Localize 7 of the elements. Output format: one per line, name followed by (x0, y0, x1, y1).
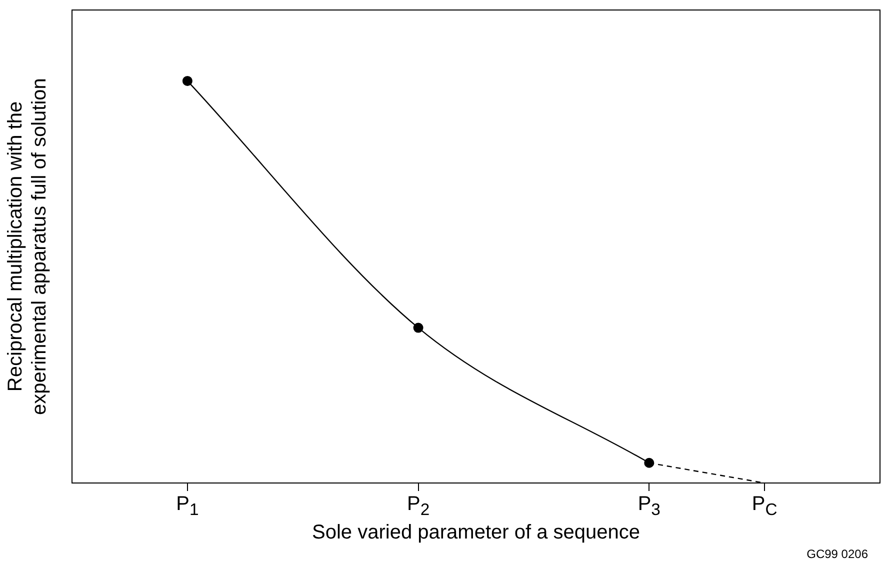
x-tick-label: P$_{1}$ (176, 493, 199, 520)
x-axis-title: Sole varied parameter of a sequence (312, 522, 640, 544)
x-tick-label: P$_{3}$ (638, 493, 660, 520)
x-tick-label: P$_{2}$ (406, 493, 430, 520)
y-axis-title: Reciprocal multiplication with the experimental apparatus full of solution (4, 78, 51, 415)
x-tick-label: P$_{C}$ (752, 493, 778, 520)
text: GC99 0206 (806, 547, 868, 561)
